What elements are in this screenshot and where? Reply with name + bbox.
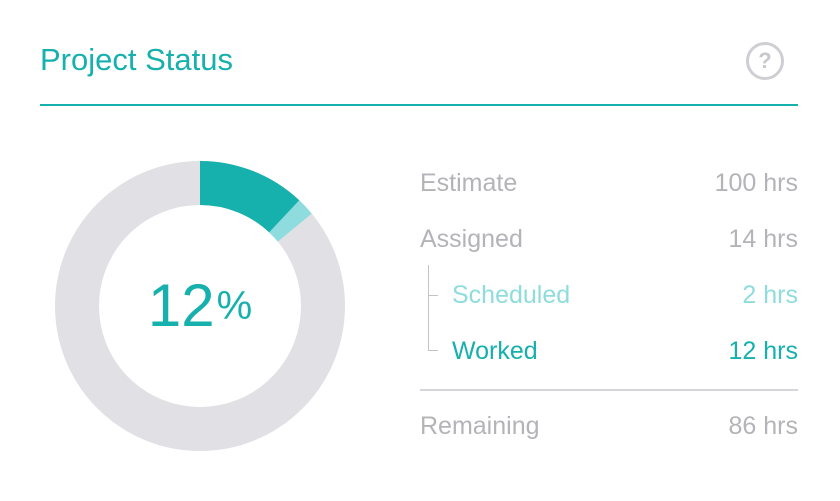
progress-donut: 12% [55,161,345,451]
assigned-value: 14 hrs [728,224,798,253]
percent-complete: 12% [55,161,345,451]
stats-divider [420,389,798,391]
donut-scheduled-segment [268,200,312,242]
donut-worked-segment [199,161,300,233]
assigned-label: Assigned [420,224,523,253]
worked-value: 12 hrs [728,336,798,365]
estimate-label: Estimate [420,168,518,197]
assigned-row: Assigned 14 hrs [420,219,798,259]
percent-value: 12 [147,272,215,339]
remaining-value: 86 hrs [728,411,798,440]
donut-chart [55,161,345,451]
panel-header: Project Status ? [40,0,798,107]
worked-row: Worked 12 hrs [452,331,798,371]
scheduled-value: 2 hrs [742,280,798,309]
assigned-breakdown-bracket [428,265,439,351]
header-divider [40,104,798,106]
worked-label: Worked [452,336,538,365]
remaining-row: Remaining 86 hrs [420,406,798,446]
scheduled-row: Scheduled 2 hrs [452,275,798,315]
page-title: Project Status [40,42,233,77]
scheduled-bracket-tick [428,295,438,296]
remaining-label: Remaining [420,411,540,440]
worked-bracket-tick [428,350,438,351]
scheduled-label: Scheduled [452,280,571,309]
help-question-icon[interactable]: ? [746,42,784,80]
estimate-row: Estimate 100 hrs [420,163,798,203]
percent-symbol: % [216,284,253,328]
estimate-value: 100 hrs [714,168,798,197]
